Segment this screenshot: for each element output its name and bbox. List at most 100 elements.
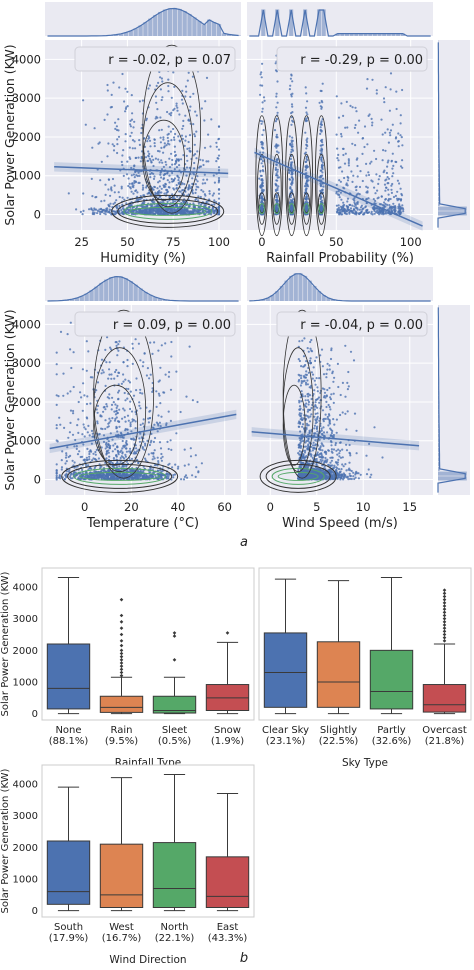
- scatter-point: [188, 134, 192, 137]
- scatter-point: [261, 165, 264, 168]
- scatter-point: [206, 178, 209, 181]
- scatter-point: [261, 107, 264, 110]
- scatter-point: [163, 185, 166, 189]
- scatter-point: [73, 461, 76, 464]
- scatter-point: [106, 336, 109, 339]
- scatter-point: [387, 188, 390, 191]
- histogram-bar: [162, 299, 168, 301]
- scatter-point: [172, 188, 176, 191]
- scatter-point: [200, 189, 203, 192]
- scatter-point: [388, 109, 391, 112]
- scatter-point: [169, 439, 172, 442]
- scatter-point: [76, 424, 79, 427]
- scatter-point: [289, 84, 292, 87]
- scatter-point: [365, 174, 368, 177]
- scatter-point: [125, 460, 128, 463]
- scatter-point: [95, 408, 98, 411]
- scatter-point: [304, 399, 307, 402]
- scatter-point: [107, 451, 110, 454]
- scatter-point: [375, 92, 378, 95]
- scatter-point: [336, 147, 339, 150]
- scatter-point: [76, 453, 80, 456]
- scatter-point: [200, 107, 203, 110]
- scatter-point: [183, 448, 186, 451]
- scatter-point: [342, 205, 345, 208]
- scatter-point: [376, 211, 379, 215]
- scatter-point: [160, 176, 163, 179]
- scatter-point: [152, 158, 155, 161]
- scatter-point: [275, 106, 278, 109]
- scatter-point: [122, 174, 125, 177]
- scatter-point: [188, 149, 191, 152]
- scatter-point: [95, 476, 98, 479]
- scatter-point: [60, 466, 64, 469]
- scatter-point: [91, 195, 94, 198]
- kde-contours: [111, 44, 225, 228]
- scatter-point: [183, 183, 186, 186]
- scatter-point: [340, 208, 343, 211]
- marginal-background: [247, 2, 433, 36]
- kde-contour: [303, 203, 310, 215]
- scatter-point: [124, 472, 127, 476]
- scatter-point: [158, 207, 161, 211]
- scatter-point: [319, 189, 322, 192]
- scatter-point: [191, 399, 194, 402]
- kde-contour: [273, 203, 280, 215]
- scatter-point: [131, 139, 135, 142]
- scatter-point: [336, 209, 339, 212]
- scatter-point: [173, 145, 176, 148]
- scatter-point: [118, 420, 121, 423]
- scatter-point: [55, 477, 58, 480]
- scatter-point: [106, 405, 109, 408]
- scatter-point: [300, 374, 303, 377]
- scatter-point: [126, 428, 129, 431]
- annotation-box: r = 0.09, p = 0.00: [74, 311, 236, 337]
- scatter-point: [160, 98, 163, 102]
- scatter-point: [149, 341, 152, 344]
- scatter-point: [189, 455, 193, 458]
- scatter-point: [106, 89, 109, 92]
- scatter-point: [364, 205, 367, 208]
- scatter-point: [196, 211, 199, 214]
- scatter-point: [212, 212, 215, 215]
- scatter-point: [161, 80, 164, 83]
- scatter-point: [130, 437, 133, 440]
- scatter-point: [156, 192, 159, 196]
- scatter-point: [126, 414, 130, 417]
- scatter-point: [73, 445, 76, 448]
- histogram-bar: [172, 7, 177, 37]
- scatter-point: [359, 206, 363, 209]
- scatter-point: [389, 134, 392, 137]
- annotation-frame: [74, 46, 236, 72]
- scatter-point: [168, 143, 171, 146]
- scatter-point: [186, 79, 189, 82]
- scatter-point: [121, 163, 124, 167]
- scatter-point: [217, 166, 221, 169]
- scatter-point: [201, 159, 204, 162]
- histogram-bar: [221, 33, 226, 36]
- scatter-point: [115, 344, 118, 347]
- scatter-point: [159, 76, 162, 79]
- scatter-point: [143, 201, 146, 204]
- scatter-point: [81, 409, 84, 412]
- scatter-point: [320, 130, 323, 133]
- scatter-point: [150, 161, 153, 164]
- scatter-point: [194, 206, 197, 209]
- scatter-point: [104, 213, 107, 216]
- scatter-point: [352, 208, 355, 211]
- scatter-point: [155, 211, 158, 214]
- scatter-point: [291, 80, 294, 83]
- scatter-point: [163, 192, 166, 195]
- scatter-point: [152, 440, 155, 443]
- scatter-point: [347, 206, 350, 209]
- scatter-point: [374, 207, 378, 210]
- scatter-point: [321, 82, 324, 85]
- scatter-point: [290, 145, 293, 148]
- scatter-point: [346, 200, 349, 203]
- scatter-point: [347, 158, 350, 161]
- scatter-point: [159, 88, 162, 91]
- scatter-point: [127, 474, 130, 477]
- joint-plot-3: r = 0.09, p = 0.000 20 40 60010002000300040…: [2, 267, 241, 531]
- scatter-point: [384, 210, 387, 213]
- scatter-point: [134, 180, 138, 184]
